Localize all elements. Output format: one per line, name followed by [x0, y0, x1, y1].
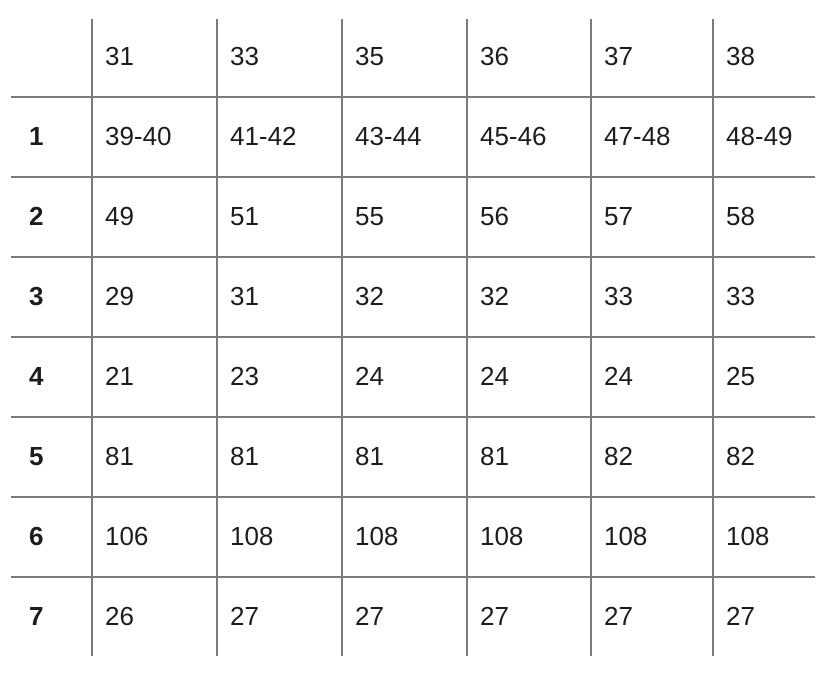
column-header: 36: [480, 41, 509, 71]
column-header: 35: [355, 41, 384, 71]
table-cell: 27: [726, 601, 755, 631]
column-header: 37: [604, 41, 633, 71]
table-cell: 29: [105, 281, 134, 311]
table-cell: 24: [355, 361, 384, 391]
table-cell: 41-42: [230, 121, 297, 151]
table-cell: 24: [604, 361, 633, 391]
column-header: 33: [230, 41, 259, 71]
table-cell: 57: [604, 201, 633, 231]
table-cell: 33: [726, 281, 755, 311]
table-cell: 31: [230, 281, 259, 311]
table-cell: 82: [604, 441, 633, 471]
row-header: 3: [29, 281, 44, 311]
row-header: 4: [29, 361, 44, 391]
table-cell: 23: [230, 361, 259, 391]
row-header: 5: [29, 441, 44, 471]
table-cell: 81: [355, 441, 384, 471]
column-header: 38: [726, 41, 755, 71]
row-divider: [11, 96, 815, 98]
table-cell: 108: [726, 521, 770, 551]
table-cell: 39-40: [105, 121, 172, 151]
row-header: 6: [29, 521, 44, 551]
table-cell: 108: [230, 521, 274, 551]
table-cell: 25: [726, 361, 755, 391]
table-cell: 27: [355, 601, 384, 631]
table-cell: 47-48: [604, 121, 671, 151]
table-cell: 27: [480, 601, 509, 631]
table-cell: 58: [726, 201, 755, 231]
table-cell: 108: [355, 521, 399, 551]
table-cell: 32: [480, 281, 509, 311]
table-cell: 56: [480, 201, 509, 231]
row-divider: [11, 336, 815, 338]
table-cell: 51: [230, 201, 259, 231]
row-divider: [11, 256, 815, 258]
row-divider: [11, 576, 815, 578]
table-cell: 27: [230, 601, 259, 631]
table-cell: 45-46: [480, 121, 547, 151]
row-divider: [11, 496, 815, 498]
table-cell: 106: [105, 521, 149, 551]
row-divider: [11, 176, 815, 178]
row-divider: [11, 416, 815, 418]
table-cell: 108: [604, 521, 648, 551]
table-cell: 33: [604, 281, 633, 311]
table-cell: 81: [230, 441, 259, 471]
table-cell: 108: [480, 521, 524, 551]
table-cell: 81: [480, 441, 509, 471]
table-cell: 21: [105, 361, 134, 391]
column-header: 31: [105, 41, 134, 71]
table-cell: 27: [604, 601, 633, 631]
table-corner-cell: [0, 16, 91, 96]
table-cell: 32: [355, 281, 384, 311]
table-cell: 43-44: [355, 121, 422, 151]
table-cell: 82: [726, 441, 755, 471]
table-cell: 55: [355, 201, 384, 231]
table-cell: 49: [105, 201, 134, 231]
table-cell: 48-49: [726, 121, 793, 151]
table-cell: 26: [105, 601, 134, 631]
table-cell: 81: [105, 441, 134, 471]
row-header: 2: [29, 201, 44, 231]
row-header: 1: [29, 121, 44, 151]
row-header: 7: [29, 601, 44, 631]
table-cell: 24: [480, 361, 509, 391]
